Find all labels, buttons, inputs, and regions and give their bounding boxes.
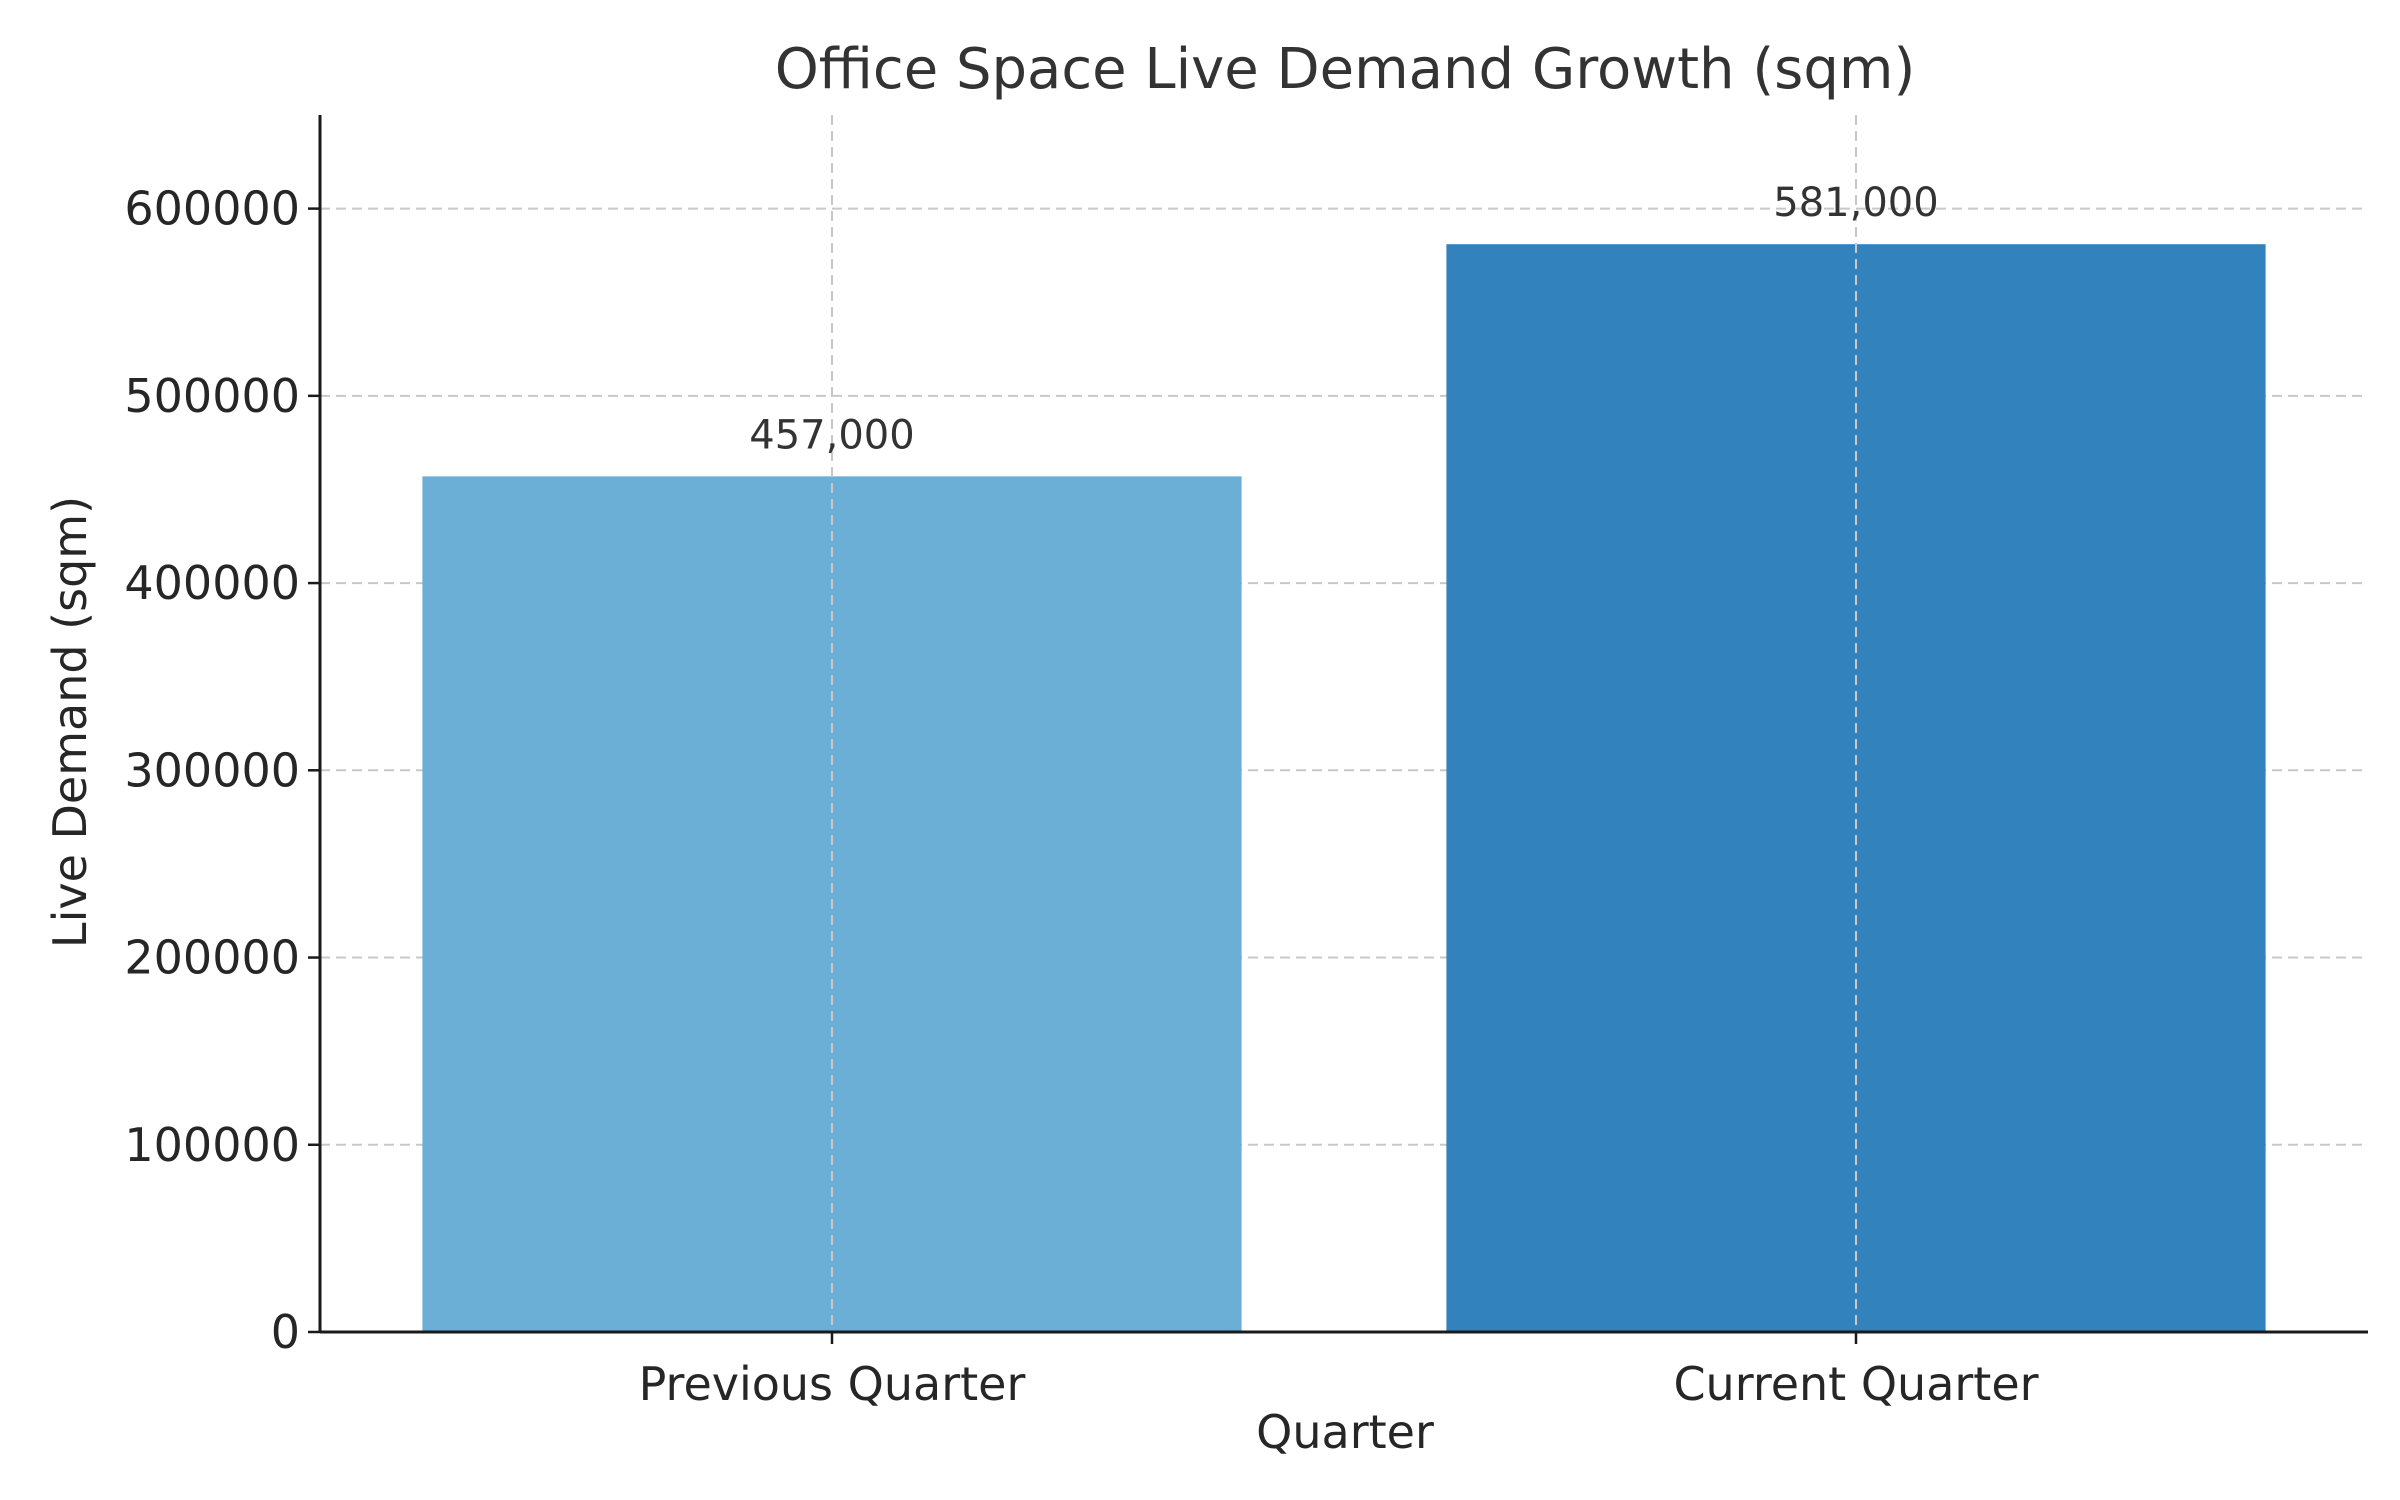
x-tick-label: Current Quarter [1673,1357,2038,1411]
y-tick-label: 0 [271,1305,300,1359]
axes [308,115,2368,1344]
y-axis-label: Live Demand (sqm) [43,496,97,948]
y-tick-labels: 0 100000 200000 300000 400000 500000 600000 [124,182,300,1359]
bars [422,244,2266,1333]
x-tick-labels: Previous Quarter Current Quarter [639,1357,2039,1411]
y-tick-label: 200000 [124,931,300,985]
x-axis-label: Quarter [1256,1405,1434,1459]
y-tick-label: 400000 [124,556,300,610]
x-grid-lines [831,115,1857,1332]
y-tick-label: 500000 [124,369,300,423]
y-tick-label: 100000 [124,1118,300,1172]
data-labels: 457,000 581,000 [749,180,1938,458]
x-tick-label: Previous Quarter [639,1357,1026,1411]
chart-title: Office Space Live Demand Growth (sqm) [775,37,1916,102]
y-tick-label: 300000 [124,743,300,797]
bar-value-label: 457,000 [749,412,914,458]
y-tick-label: 600000 [124,182,300,236]
bar-value-label: 581,000 [1773,180,1938,226]
